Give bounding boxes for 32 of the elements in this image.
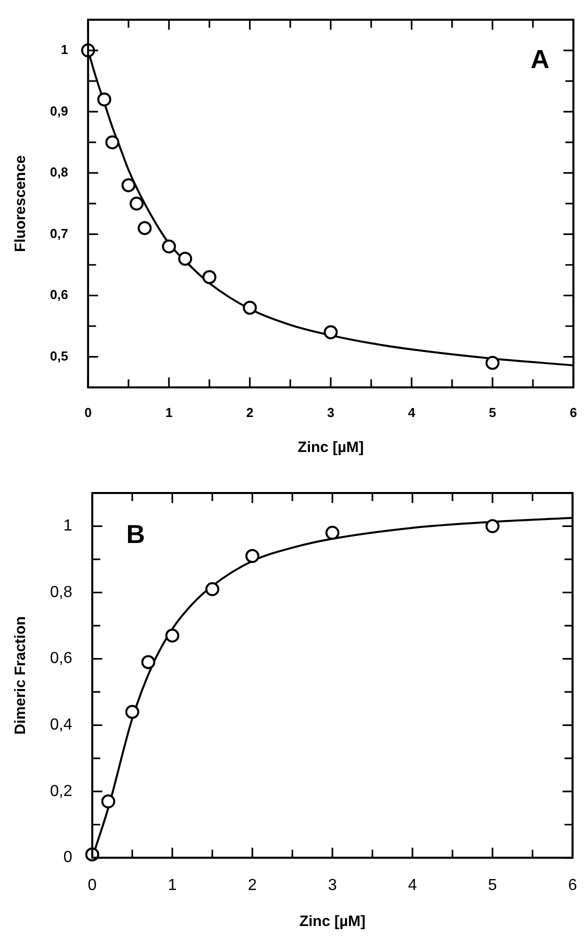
annotation: B	[126, 519, 146, 550]
x-tick-label: 6	[568, 876, 578, 894]
x-tick-label: 1	[168, 876, 177, 894]
x-tick-label: 5	[488, 876, 498, 894]
y-tick-label: 0,5	[50, 348, 68, 364]
y-tick-label: 1	[60, 42, 68, 58]
x-tick-label: 2	[246, 404, 254, 420]
x-axis-title: Zinc [µM]	[298, 439, 364, 456]
x-tick-label: 2	[248, 876, 257, 894]
annotation: A	[530, 44, 550, 74]
x-tick-label: 1	[165, 404, 173, 420]
y-tick-label: 0	[63, 849, 72, 866]
x-tick-label: 6	[570, 404, 577, 420]
y-axis-title: Fluorescence	[12, 155, 30, 252]
x-axis-title: Zinc [µM]	[299, 913, 366, 930]
y-tick-label: 1	[63, 518, 72, 535]
x-tick-label: 0	[84, 404, 92, 420]
x-tick-label: 0	[88, 876, 97, 894]
x-tick-label: 3	[328, 876, 337, 894]
y-tick-label: 0,6	[50, 650, 72, 668]
y-tick-label: 0,7	[50, 226, 68, 241]
x-tick-label: 4	[408, 404, 416, 420]
y-tick-label: 0,8	[50, 584, 72, 601]
y-tick-label: 0,9	[50, 103, 68, 118]
y-tick-label: 0,4	[50, 716, 72, 734]
y-tick-label: 0,6	[50, 287, 68, 302]
y-tick-label: 0,2	[50, 782, 72, 800]
x-tick-label: 5	[488, 404, 496, 420]
y-tick-label: 0,8	[50, 164, 68, 180]
y-axis-title: Dimeric Fraction	[12, 616, 30, 735]
x-tick-label: 3	[327, 404, 334, 420]
x-tick-label: 4	[408, 876, 417, 894]
